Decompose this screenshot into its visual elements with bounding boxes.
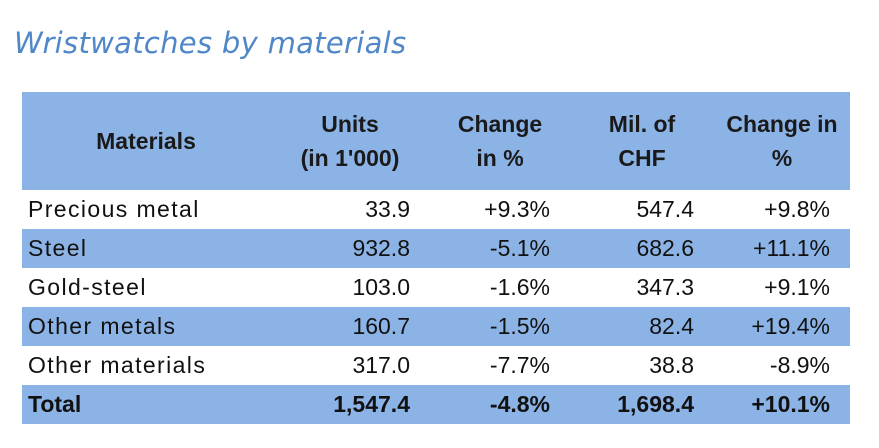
cell-chf-change: +9.1% bbox=[764, 274, 830, 300]
cell-material: Gold-steel bbox=[28, 274, 147, 300]
cell-units-change: -4.8% bbox=[489, 391, 550, 417]
table-row: Steel 932.8 -5.1% 682.6 +11.1% bbox=[22, 229, 850, 268]
cell-material: Other materials bbox=[28, 352, 207, 378]
cell-chf-change: -8.9% bbox=[769, 352, 830, 378]
header-chf: Mil. of CHF bbox=[608, 111, 676, 171]
total-row: Total 1,547.4 -4.8% 1,698.4 +10.1% bbox=[22, 385, 850, 424]
cell-chf: 38.8 bbox=[649, 352, 694, 378]
cell-units-change: +9.3% bbox=[484, 196, 550, 222]
cell-chf: 82.4 bbox=[649, 313, 694, 339]
cell-material: Steel bbox=[28, 235, 88, 261]
table-row: Precious metal 33.9 +9.3% 547.4 +9.8% bbox=[22, 190, 850, 229]
table-row: Other materials 317.0 -7.7% 38.8 -8.9% bbox=[22, 346, 850, 385]
cell-chf-change: +10.1% bbox=[751, 391, 830, 417]
cell-chf: 547.4 bbox=[636, 196, 694, 222]
cell-units: 160.7 bbox=[352, 313, 410, 339]
cell-units-change: -7.7% bbox=[489, 352, 550, 378]
cell-units-change: -5.1% bbox=[489, 235, 550, 261]
table-row: Gold-steel 103.0 -1.6% 347.3 +9.1% bbox=[22, 268, 850, 307]
cell-chf-change: +11.1% bbox=[753, 235, 830, 261]
cell-units: 1,547.4 bbox=[333, 391, 410, 417]
cell-units-change: -1.6% bbox=[489, 274, 550, 300]
cell-units: 103.0 bbox=[352, 274, 410, 300]
cell-units: 317.0 bbox=[352, 352, 410, 378]
header-units-change: Change in % bbox=[457, 111, 543, 171]
table-row: Other metals 160.7 -1.5% 82.4 +19.4% bbox=[22, 307, 850, 346]
cell-units: 932.8 bbox=[352, 235, 410, 261]
cell-units: 33.9 bbox=[365, 196, 410, 222]
cell-material: Total bbox=[28, 391, 82, 417]
cell-material: Precious metal bbox=[28, 196, 200, 222]
materials-table: Materials Units (in 1'000) Change in % M… bbox=[22, 92, 850, 424]
cell-chf: 347.3 bbox=[636, 274, 694, 300]
cell-units-change: -1.5% bbox=[489, 313, 550, 339]
header-materials: Materials bbox=[96, 128, 196, 154]
cell-chf-change: +19.4% bbox=[751, 313, 830, 339]
table-title: Wristwatches by materials bbox=[14, 26, 407, 60]
cell-chf: 682.6 bbox=[636, 235, 694, 261]
header-chf-change: Change in % bbox=[726, 111, 838, 171]
cell-chf: 1,698.4 bbox=[617, 391, 694, 417]
cell-material: Other metals bbox=[28, 313, 177, 339]
header-row: Materials Units (in 1'000) Change in % M… bbox=[22, 92, 850, 190]
header-units: Units (in 1'000) bbox=[300, 111, 400, 171]
cell-chf-change: +9.8% bbox=[764, 196, 830, 222]
